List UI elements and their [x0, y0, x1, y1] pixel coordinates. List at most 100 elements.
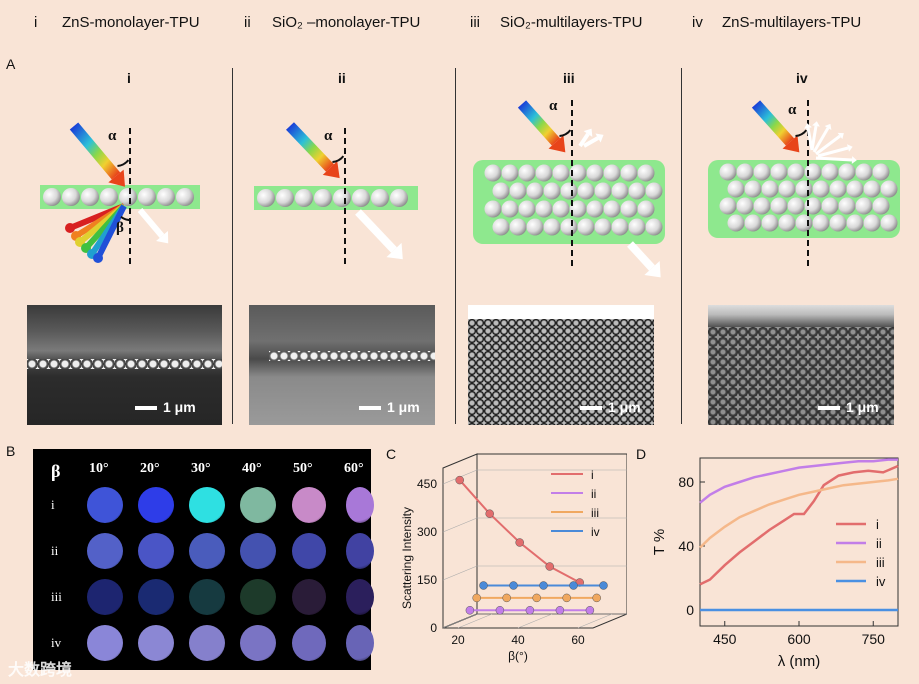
header-num-iii: iii — [470, 14, 480, 31]
incident-arrowhead — [322, 161, 340, 179]
sphere — [855, 163, 873, 181]
incident-light-arrow — [751, 100, 795, 146]
diffracted-ray-head — [65, 223, 75, 233]
sample-disc — [292, 625, 326, 661]
data-point — [472, 593, 481, 603]
sample-disc — [240, 625, 276, 661]
header-name-iii: SiO₂-multilayers-TPU — [500, 14, 643, 31]
sample-disc — [292, 579, 326, 615]
sample-disc — [346, 487, 374, 523]
sphere — [43, 188, 61, 206]
legend-label: ii — [876, 536, 882, 551]
sphere — [492, 182, 510, 200]
sample-disc — [189, 579, 225, 615]
header-num-ii: ii — [244, 14, 251, 31]
series-line-i — [699, 464, 899, 586]
sphere — [620, 200, 638, 218]
alpha-label: α — [108, 128, 117, 144]
sphere — [838, 197, 856, 215]
sphere — [509, 218, 527, 236]
sample-disc — [346, 579, 374, 615]
data-point — [509, 581, 518, 590]
sphere — [586, 200, 604, 218]
header-num-iv: iv — [692, 14, 703, 31]
angle-label: 40° — [242, 461, 262, 476]
data-point — [569, 581, 578, 590]
sphere — [535, 200, 553, 218]
schematics-diagram — [40, 100, 900, 278]
panel-label-b: B — [6, 443, 16, 459]
x-axis-label: β(°) — [508, 649, 528, 663]
sphere — [846, 214, 864, 232]
transmitted-arrow — [355, 209, 397, 253]
header-name-i: ZnS-monolayer-TPU — [62, 14, 200, 31]
scale-bar: 1 μm — [135, 399, 196, 415]
data-point — [555, 606, 565, 615]
data-point — [599, 581, 608, 590]
data-point — [525, 606, 535, 615]
photo-grid: β 10° 20° 30° 40° 50° 60° i ii iii iv — [33, 449, 374, 670]
series-line-iii — [699, 477, 899, 549]
data-point — [455, 475, 464, 485]
scattered-arrow-head — [851, 156, 857, 164]
sphere — [637, 164, 655, 182]
x-tick-label: 40 — [511, 633, 525, 647]
legend-label: i — [591, 468, 594, 482]
transmitted-arrow — [627, 241, 655, 271]
divider — [232, 68, 233, 424]
nanoparticle-layer — [269, 351, 435, 361]
sphere — [637, 200, 655, 218]
column-label-ii: ii — [338, 70, 346, 86]
angle-arc — [795, 129, 808, 138]
sphere — [543, 182, 561, 200]
nanoparticle-multilayer — [708, 327, 894, 425]
sphere — [603, 200, 621, 218]
data-point — [532, 593, 541, 603]
gridline — [457, 613, 493, 629]
angle-label: 30° — [191, 461, 211, 476]
sphere — [787, 197, 805, 215]
nanoparticle-multilayer — [468, 319, 654, 425]
header-num-i: i — [34, 14, 38, 31]
sphere — [736, 197, 754, 215]
row-label: iii — [51, 589, 62, 604]
scattered-arrow-head — [595, 133, 604, 143]
sem-image-ii: 1 μm — [249, 305, 435, 425]
data-point — [585, 606, 595, 615]
angle-label: 10° — [89, 461, 109, 476]
transmitted-arrow-head — [386, 242, 403, 260]
column-label-iv: iv — [796, 70, 808, 86]
sphere — [880, 180, 898, 198]
legend-label: iv — [876, 574, 886, 589]
sphere — [753, 163, 771, 181]
sphere — [518, 200, 536, 218]
y-tick-label: 0 — [686, 602, 694, 618]
sphere — [880, 214, 898, 232]
y-tick-label: 40 — [678, 538, 694, 554]
scattered-arrow — [815, 134, 841, 156]
sphere — [855, 197, 873, 215]
sample-disc — [189, 487, 225, 523]
sphere — [314, 189, 332, 207]
sphere — [821, 197, 839, 215]
scale-bar: 1 μm — [580, 399, 641, 415]
scale-bar: 1 μm — [359, 399, 420, 415]
y-tick-label: 150 — [417, 573, 437, 587]
x-tick-label: 600 — [787, 631, 811, 647]
scattered-arrow-head — [583, 128, 593, 137]
data-point — [465, 606, 475, 615]
x-axis-label: λ (nm) — [778, 653, 821, 670]
y-axis-label: Scattering Intensity — [400, 507, 414, 609]
sample-disc — [87, 487, 123, 523]
sphere — [611, 182, 629, 200]
scale-bar: 1 μm — [818, 399, 879, 415]
sphere — [727, 180, 745, 198]
data-point — [502, 593, 511, 603]
sphere — [645, 218, 663, 236]
legend-label: iii — [876, 555, 885, 570]
sample-disc — [346, 625, 374, 661]
sphere — [770, 163, 788, 181]
data-point — [479, 581, 488, 590]
sphere — [552, 164, 570, 182]
data-point — [539, 581, 548, 590]
